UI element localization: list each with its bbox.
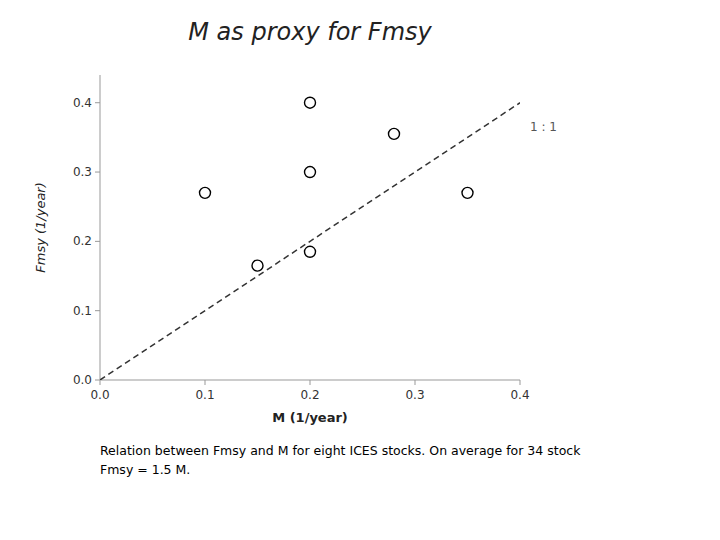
annotation: 1 : 1 — [530, 120, 557, 134]
caption: Fmsy = 1.5 M. — [100, 462, 190, 477]
y-tick — [95, 310, 100, 311]
title: M as proxy for Fmsy — [188, 18, 432, 46]
y-tick-label: 0.0 — [73, 373, 92, 387]
y-tick — [95, 380, 100, 381]
x-tick-label: 0.3 — [405, 388, 424, 402]
x-tick-label: 0.2 — [300, 388, 319, 402]
y-axis-label: Fmsy (1/year) — [33, 182, 48, 273]
caption: Relation between Fmsy and M for eight IC… — [100, 443, 581, 458]
y-tick-label: 0.3 — [73, 165, 92, 179]
x-tick-label: 0.4 — [510, 388, 529, 402]
x-tick-label: 0.0 — [90, 388, 109, 402]
x-tick — [205, 380, 206, 385]
y-tick-label: 0.4 — [73, 96, 92, 110]
data-point — [305, 167, 316, 178]
y-tick-label: 0.1 — [73, 304, 92, 318]
data-point — [305, 246, 316, 257]
x-tick — [100, 380, 101, 385]
data-point — [305, 97, 316, 108]
data-point — [200, 187, 211, 198]
data-point — [389, 128, 400, 139]
x-axis-label: M (1/year) — [272, 410, 348, 425]
data-point — [252, 260, 263, 271]
x-tick-label: 0.1 — [195, 388, 214, 402]
y-tick-label: 0.2 — [73, 234, 92, 248]
y-tick — [95, 241, 100, 242]
x-tick — [310, 380, 311, 385]
chart: M as proxy for Fmsy 0.0 0.1 0.2 0.3 0.4 0.0 0.1… — [0, 0, 720, 540]
x-tick — [520, 380, 521, 385]
data-point — [462, 187, 473, 198]
plot-area — [100, 97, 520, 380]
y-axis-line — [100, 75, 101, 380]
y-tick — [95, 172, 100, 173]
y-tick — [95, 102, 100, 103]
x-tick — [415, 380, 416, 385]
reference-line — [100, 103, 520, 380]
